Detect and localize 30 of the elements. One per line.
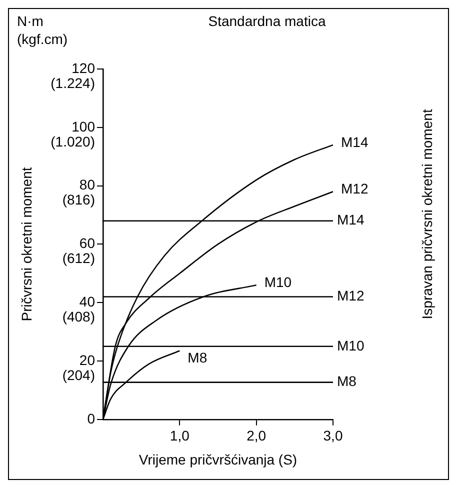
series-label: M12 [341,180,368,196]
series-label: M14 [341,134,368,150]
x-tick-label: 3,0 [323,428,343,444]
y2-tick-label: (204) [62,366,95,383]
y-tick-label: 100 [72,118,96,134]
y-tick-label: 20 [79,352,96,368]
ref-line-label: M14 [337,212,364,228]
text: Ispravan pričvrsni okretni moment [418,109,435,320]
series-label: M8 [188,349,208,366]
x-tick-label: 2,0 [246,428,266,444]
y-tick-label: 60 [79,235,96,252]
y2-tick-label: (408) [62,308,95,324]
x-tick-label: 1,0 [170,428,190,444]
y-tick-label: 120 [72,60,96,76]
y-tick-label: 40 [79,293,96,310]
ref-line-label: M12 [337,288,364,304]
y2-tick-label: (1.224) [50,74,95,91]
ref-line-label: M10 [337,337,364,354]
text: N·m [17,12,44,29]
chart-title: Standardna matica [208,12,326,29]
y2-tick-label: (816) [62,192,95,208]
y2-tick-label: (612) [62,250,95,266]
text: (kgf.cm) [17,30,68,47]
x-axis-title: Vrijeme pričvršćivanja (S) [138,451,298,468]
y-tick-label: 0 [87,410,96,426]
ref-line-label: M8 [337,373,357,390]
y-tick-label: 80 [79,176,96,193]
y2-axis-title: Pričvrsni okretni moment [18,167,34,322]
series-label: M10 [264,274,292,290]
y2-tick-label: (1.020) [50,133,95,150]
